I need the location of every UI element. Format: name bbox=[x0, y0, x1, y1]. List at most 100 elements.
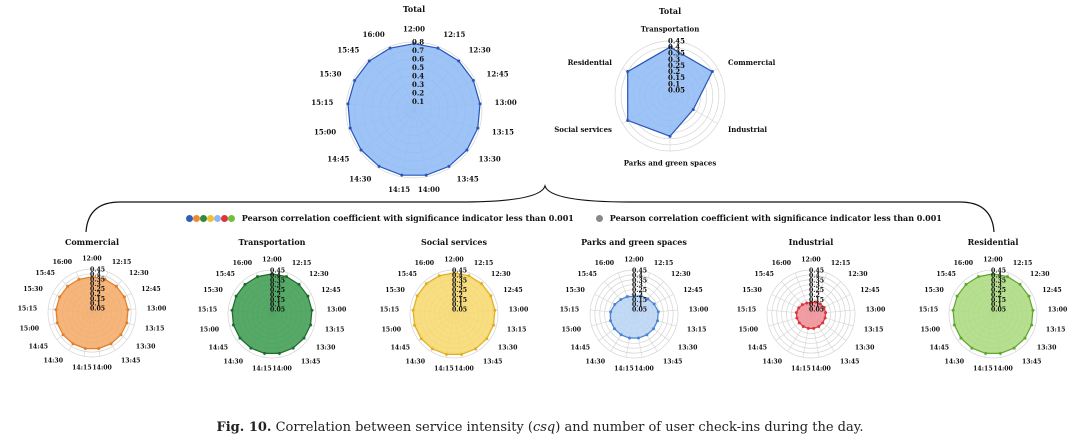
caption-pre: Correlation between service intensity ( bbox=[275, 420, 533, 435]
tick-label: 0.15 bbox=[90, 296, 105, 303]
data-point-14:15 bbox=[263, 351, 267, 355]
tick-label: 0.15 bbox=[270, 297, 285, 304]
category-label: 15:15 bbox=[198, 306, 218, 313]
data-point-14:00 bbox=[277, 351, 281, 355]
tick-label: 0.4 bbox=[412, 72, 424, 81]
category-label: 13:45 bbox=[840, 358, 860, 365]
category-label: Industrial bbox=[728, 125, 767, 134]
category-label: 13:00 bbox=[1048, 306, 1068, 313]
tick-label: 0.15 bbox=[632, 297, 647, 304]
tick-label: 0.35 bbox=[991, 277, 1006, 284]
tick-label: 0.1 bbox=[270, 302, 281, 309]
data-point-13:15 bbox=[1030, 323, 1034, 327]
category-label: 13:00 bbox=[147, 305, 167, 312]
category-label: 16:00 bbox=[233, 260, 253, 267]
category-label: 15:45 bbox=[337, 46, 359, 55]
data-point-14:30 bbox=[970, 346, 974, 350]
tick-label: 0.3 bbox=[270, 282, 281, 289]
category-label: 14:15 bbox=[72, 365, 92, 372]
data-point-15:30 bbox=[353, 78, 357, 82]
category-label: 13:45 bbox=[663, 358, 683, 365]
chart-title: Industrial bbox=[789, 237, 834, 247]
category-label: 13:15 bbox=[864, 327, 884, 334]
data-point-15:30 bbox=[613, 302, 617, 306]
data-point-14:00 bbox=[998, 351, 1002, 355]
data-point-16:00 bbox=[625, 295, 629, 299]
data-point-13:45 bbox=[109, 342, 113, 346]
tick-label: 0.2 bbox=[270, 292, 281, 299]
category-label: 13:30 bbox=[678, 345, 698, 352]
data-point-13:00 bbox=[656, 310, 660, 314]
tick-label: 0.2 bbox=[90, 291, 101, 298]
chart-title: Commercial bbox=[65, 237, 119, 247]
category-label: 13:15 bbox=[1046, 327, 1066, 334]
category-label: 14:15 bbox=[973, 366, 993, 373]
tick-label: 0.3 bbox=[809, 282, 820, 289]
series-area bbox=[952, 273, 1034, 354]
chart-title: Parks and green spaces bbox=[581, 237, 687, 247]
tick-label: 0.25 bbox=[632, 287, 647, 294]
tick-label: 0.4 bbox=[452, 272, 463, 279]
data-point-15:45 bbox=[66, 284, 70, 288]
caption-label: Fig. 10. bbox=[216, 420, 272, 435]
category-label: 13:30 bbox=[855, 345, 875, 352]
category-label: 15:15 bbox=[380, 306, 400, 313]
data-point-13:45 bbox=[447, 164, 451, 168]
legend-nonsignificant: Pearson correlation coefficient with sig… bbox=[596, 212, 942, 223]
tick-label: 0.05 bbox=[668, 85, 685, 94]
data-point-15:15 bbox=[346, 102, 350, 106]
category-label: 15:15 bbox=[18, 305, 38, 312]
category-label: 16:00 bbox=[363, 30, 385, 39]
category-label: 13:30 bbox=[1037, 345, 1057, 352]
data-point-13:45 bbox=[645, 333, 649, 337]
tick-label: 0.15 bbox=[452, 297, 467, 304]
category-label: 14:00 bbox=[272, 366, 292, 373]
data-point-14:00 bbox=[812, 326, 816, 330]
category-label: 15:15 bbox=[919, 306, 939, 313]
category-label: 15:45 bbox=[35, 270, 55, 277]
category-label: 12:00 bbox=[262, 257, 282, 264]
tick-label: 0.2 bbox=[412, 89, 424, 98]
data-point-13:15 bbox=[491, 323, 495, 327]
category-label: 14:30 bbox=[44, 357, 64, 364]
category-label: 13:45 bbox=[1022, 358, 1042, 365]
tick-label: 0.1 bbox=[632, 302, 643, 309]
data-point-15:30 bbox=[797, 306, 801, 310]
tick-label: 0.25 bbox=[809, 287, 824, 294]
category-label: 14:00 bbox=[418, 185, 440, 194]
category-label: 14:15 bbox=[252, 366, 272, 373]
data-point-12:45 bbox=[822, 305, 826, 309]
data-point-12:30 bbox=[646, 297, 650, 301]
legend-significant-dot-5 bbox=[221, 214, 228, 222]
data-point-13:00 bbox=[126, 308, 130, 312]
category-label: 12:30 bbox=[309, 271, 329, 278]
legend-nonsignificant-dots bbox=[596, 212, 603, 222]
data-point-14:30 bbox=[71, 342, 75, 346]
tick-label: 0.3 bbox=[452, 282, 463, 289]
data-point-14:00 bbox=[460, 352, 464, 356]
data-point-13:30 bbox=[465, 148, 469, 152]
data-point-14:15 bbox=[806, 326, 810, 330]
data-point-15:45 bbox=[800, 303, 804, 307]
radar-chart-0: 0.10.20.30.40.50.60.70.8 12:00 12:15 12:30 1… bbox=[311, 4, 517, 194]
radar-chart-1: 0.050.10.150.20.250.30.350.40.45 Transpor… bbox=[554, 6, 775, 168]
category-label: 15:00 bbox=[921, 327, 941, 334]
data-point-16:00 bbox=[77, 277, 81, 281]
category-label: 12:00 bbox=[801, 257, 821, 264]
data-point-14:30 bbox=[619, 333, 623, 337]
category-label: 14:45 bbox=[930, 345, 950, 352]
tick-label: 0.45 bbox=[90, 267, 105, 274]
data-point-Social services bbox=[626, 118, 630, 122]
category-label: 15:00 bbox=[314, 128, 336, 137]
data-point-12:30 bbox=[114, 284, 118, 288]
category-label: 13:45 bbox=[121, 357, 141, 364]
category-label: 14:45 bbox=[29, 344, 49, 351]
category-label: 13:30 bbox=[316, 345, 336, 352]
data-point-12:00 bbox=[809, 300, 813, 304]
data-point-13:45 bbox=[291, 346, 295, 350]
data-point-15:15 bbox=[230, 308, 234, 312]
data-point-12:30 bbox=[818, 302, 822, 306]
data-point-15:30 bbox=[955, 294, 959, 298]
chart-title: Residential bbox=[968, 237, 1019, 247]
data-point-15:45 bbox=[619, 298, 623, 302]
